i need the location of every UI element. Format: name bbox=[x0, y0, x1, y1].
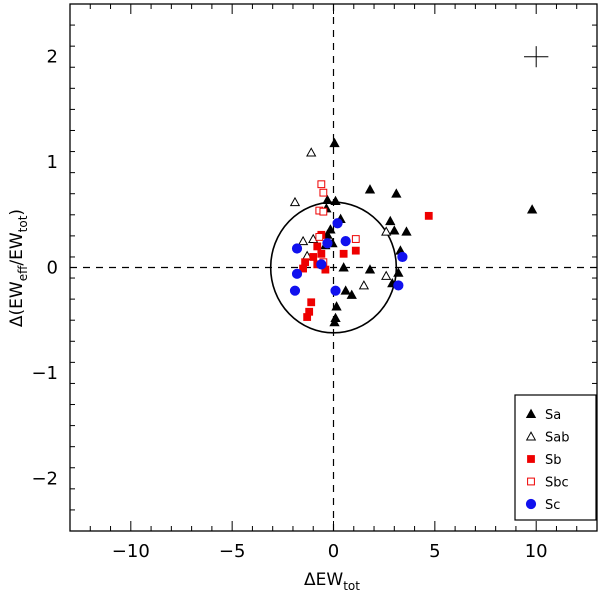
x-tick-label: −10 bbox=[112, 541, 150, 562]
point-sbc bbox=[319, 207, 328, 216]
legend-marker-sa bbox=[525, 408, 537, 418]
x-tick-label: 5 bbox=[429, 541, 440, 562]
point-sa bbox=[330, 195, 341, 206]
point-sab bbox=[297, 235, 309, 246]
point-sb bbox=[351, 246, 360, 255]
legend-marker-sab bbox=[525, 431, 537, 441]
point-sc bbox=[316, 259, 327, 270]
point-sa bbox=[526, 204, 538, 214]
x-axis-title: ΔEWtot bbox=[304, 570, 360, 593]
y-axis-title: Δ(EWeff/EWtot) bbox=[7, 209, 30, 327]
point-sa bbox=[364, 264, 376, 274]
y-tick-label: −2 bbox=[31, 468, 58, 489]
point-sa bbox=[389, 225, 400, 235]
point-sb bbox=[301, 258, 310, 267]
point-sa bbox=[325, 224, 336, 234]
point-sc bbox=[291, 268, 303, 279]
point-sa bbox=[393, 267, 404, 277]
x-axis-title-main: ΔEW bbox=[304, 570, 343, 590]
point-sa bbox=[322, 194, 333, 204]
point-sc bbox=[322, 238, 333, 249]
y-axis-title-part-1: Δ(EW bbox=[7, 281, 27, 327]
legend-label-sb: Sb bbox=[545, 453, 562, 468]
point-sab bbox=[381, 226, 392, 236]
legend-label-sab: Sab bbox=[545, 431, 569, 446]
legend-marker-sc bbox=[525, 498, 537, 510]
point-sbc bbox=[351, 235, 360, 243]
point-sc bbox=[291, 243, 303, 254]
x-tick-label: 10 bbox=[525, 541, 548, 562]
legend-marker-sb bbox=[527, 455, 535, 463]
point-sbc bbox=[317, 180, 326, 189]
point-sab bbox=[289, 196, 301, 207]
legend-label-sc: Sc bbox=[545, 498, 560, 513]
point-sa bbox=[391, 188, 402, 198]
point-sbc bbox=[315, 233, 324, 241]
y-tick-label: −1 bbox=[31, 363, 58, 384]
legend-label-sa: Sa bbox=[545, 408, 561, 423]
point-sc bbox=[330, 285, 341, 296]
point-sb bbox=[424, 211, 433, 220]
point-sb bbox=[317, 249, 326, 258]
point-sb bbox=[299, 264, 307, 273]
point-sc bbox=[340, 236, 351, 247]
point-sc bbox=[289, 285, 301, 296]
legend-label-sbc: Sbc bbox=[545, 476, 569, 491]
x-axis-title-sub: tot bbox=[343, 579, 360, 593]
y-axis-title-sub-2: tot bbox=[16, 215, 30, 232]
point-sa bbox=[329, 316, 340, 327]
point-sb bbox=[307, 298, 316, 307]
y-tick-label: 0 bbox=[47, 258, 58, 279]
point-sab bbox=[308, 233, 319, 243]
point-sc bbox=[393, 280, 404, 291]
point-sab bbox=[358, 280, 370, 290]
x-tick-label: 0 bbox=[328, 541, 339, 562]
point-sc bbox=[397, 251, 408, 263]
point-sa bbox=[329, 137, 340, 148]
point-sb bbox=[339, 249, 348, 258]
point-sa bbox=[340, 285, 351, 295]
point-sa bbox=[346, 289, 357, 299]
y-tick-label: 2 bbox=[47, 47, 58, 68]
point-sa bbox=[364, 184, 376, 194]
y-axis-title-part-3: ) bbox=[7, 209, 27, 216]
point-sb bbox=[309, 253, 318, 261]
point-sb bbox=[313, 242, 322, 251]
y-axis-title-sub-1: eff bbox=[16, 265, 30, 281]
point-sa bbox=[338, 262, 349, 272]
legend: Sa Sab Sb Sbc Sc bbox=[514, 394, 597, 521]
y-axis-title-part-2: /EW bbox=[7, 232, 27, 265]
point-sab bbox=[306, 147, 317, 157]
point-sab bbox=[381, 270, 392, 280]
legend-marker-sbc bbox=[527, 477, 535, 486]
point-sa bbox=[401, 226, 412, 236]
y-tick-label: 1 bbox=[47, 152, 58, 173]
point-sa bbox=[385, 215, 396, 226]
point-sb bbox=[303, 313, 312, 321]
x-tick-label: −5 bbox=[219, 541, 246, 562]
point-sbc bbox=[319, 188, 328, 197]
point-sa bbox=[331, 301, 342, 311]
point-sc bbox=[332, 218, 343, 229]
